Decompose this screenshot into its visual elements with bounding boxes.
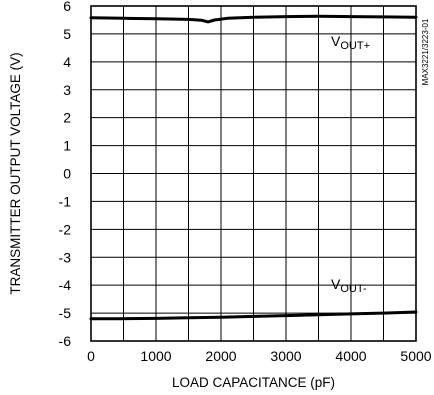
y-tick-label: -5 — [59, 305, 72, 321]
figure-id: MAX3221/3223-01 — [421, 18, 430, 85]
x-tick-label: 2000 — [205, 348, 236, 364]
grid — [91, 6, 416, 341]
series-line-vout-plus — [89, 14, 418, 24]
y-tick-label: 2 — [63, 110, 71, 126]
y-tick-label: 4 — [63, 54, 71, 70]
y-tick-label: 6 — [63, 0, 71, 14]
x-tick-label: 3000 — [270, 348, 301, 364]
x-tick-label: 0 — [87, 348, 95, 364]
y-tick-label: -6 — [59, 333, 72, 349]
series-label-vout-plus: VOUT+ — [331, 33, 370, 52]
series-label-main: V — [331, 33, 341, 49]
plot-frame — [90, 5, 417, 342]
y-tick-label: 1 — [63, 138, 71, 154]
x-tick-label: 1000 — [140, 348, 171, 364]
series-lines — [89, 14, 418, 321]
y-tick-label: 5 — [63, 26, 71, 42]
y-tick-label: 3 — [63, 82, 71, 98]
y-tick-label: 0 — [63, 166, 71, 182]
series-label-vout-minus: VOUT- — [331, 276, 367, 295]
y-tick-label: -2 — [59, 221, 72, 237]
series-label-sub: OUT+ — [340, 40, 370, 52]
y-tick-label: -3 — [59, 249, 72, 265]
y-tick-label: -4 — [59, 277, 72, 293]
x-tick-label: 5000 — [400, 348, 431, 364]
x-axis-title: LOAD CAPACITANCE (pF) — [172, 375, 335, 390]
y-tick-label: -1 — [59, 193, 72, 209]
series-label-main: V — [331, 276, 341, 292]
series-label-sub: OUT- — [340, 283, 367, 295]
x-tick-label: 4000 — [335, 348, 366, 364]
tick-labels: 6 5 4 3 2 1 0 -1 -2 -3 -4 -5 -6 0 1000 2000 3000 4000 5000 — [59, 0, 432, 364]
y-axis-title: TRANSMITTER OUTPUT VOLTAGE (V) — [8, 52, 23, 294]
series-line-vout-minus — [89, 310, 418, 321]
